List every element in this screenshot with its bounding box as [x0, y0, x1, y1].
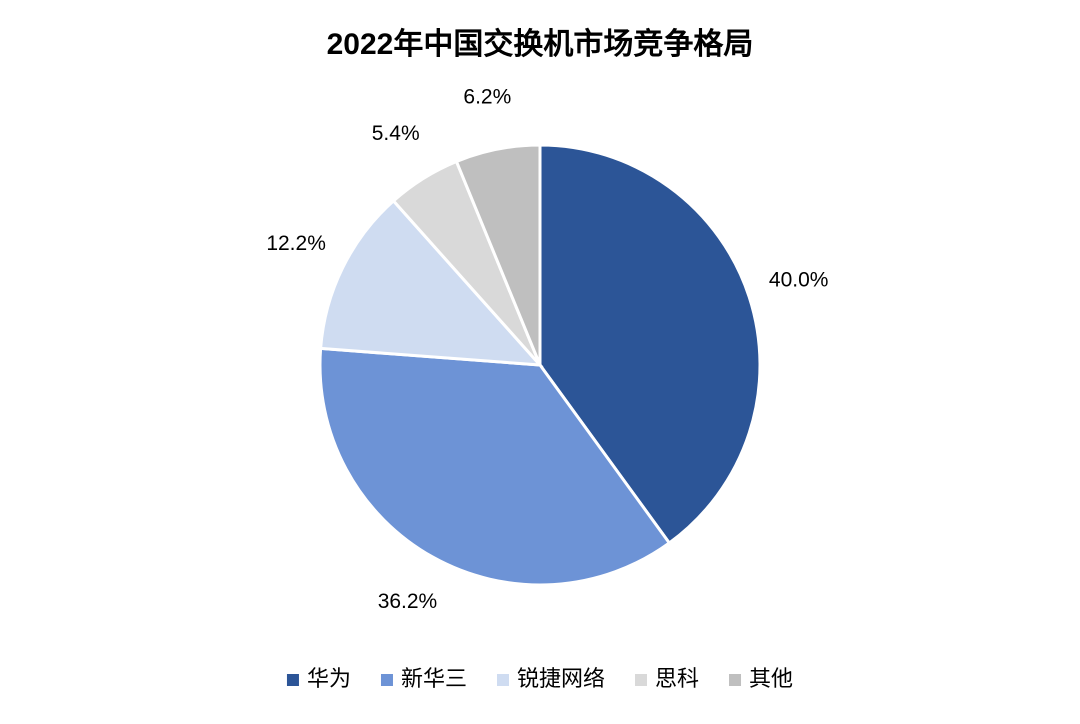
pie-slice — [319, 198, 544, 367]
legend-label: 思科 — [655, 666, 699, 691]
data-label: 12.2% — [266, 232, 326, 255]
data-label: 36.2% — [378, 590, 438, 613]
legend-label: 锐捷网络 — [517, 666, 605, 691]
legend-swatch — [380, 674, 393, 686]
pie-slice — [538, 143, 762, 546]
legend-label: 华为 — [307, 666, 351, 691]
data-label: 6.2% — [463, 86, 511, 109]
legend-swatch — [286, 674, 299, 686]
legend-swatch — [729, 674, 742, 686]
legend-swatch — [496, 674, 509, 686]
data-label: 40.0% — [769, 268, 829, 291]
chart-title: 2022年中国交换机市场竞争格局 — [327, 27, 754, 61]
pie-slice — [454, 143, 542, 366]
pie-slice — [318, 346, 672, 587]
data-label: 5.4% — [372, 122, 420, 145]
legend-label: 新华三 — [401, 666, 467, 691]
legend-swatch — [635, 674, 648, 686]
legend-label: 其他 — [749, 666, 793, 691]
